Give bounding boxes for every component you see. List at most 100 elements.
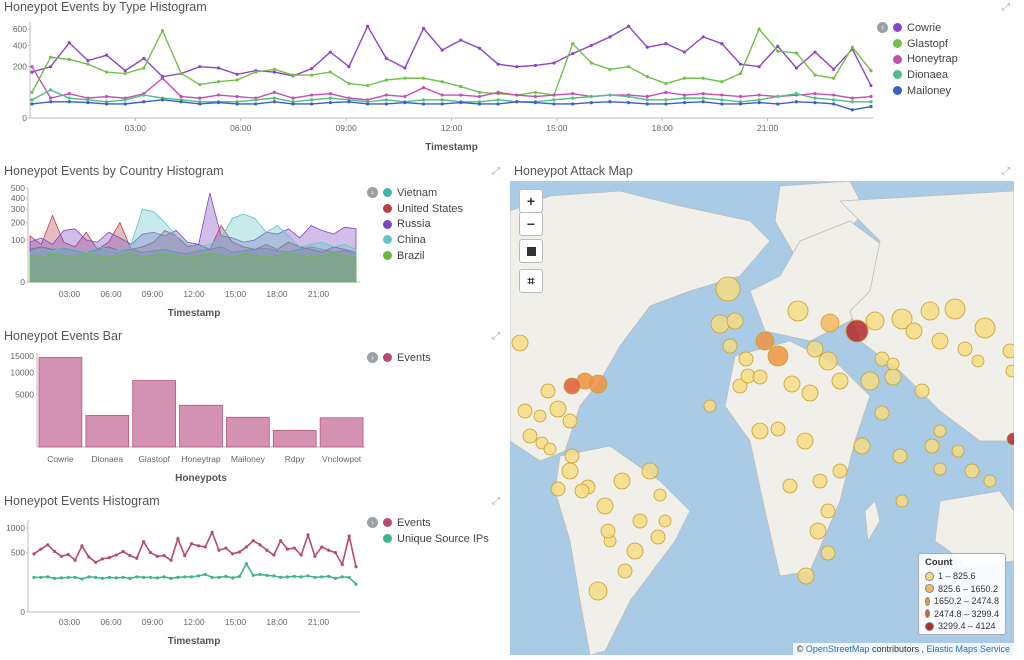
attack-bubble[interactable]: [951, 444, 965, 458]
attack-bubble[interactable]: [964, 463, 980, 479]
attack-bubble[interactable]: [920, 301, 940, 321]
attack-bubble[interactable]: [543, 442, 557, 456]
attack-bubble[interactable]: [874, 351, 890, 367]
attack-bubble[interactable]: [944, 298, 966, 320]
attack-bubble[interactable]: [726, 312, 744, 330]
expand-icon[interactable]: ⤢: [1002, 166, 1010, 177]
attack-bubble[interactable]: [831, 372, 849, 390]
attack-bubble[interactable]: [874, 405, 890, 421]
attack-bubble[interactable]: [806, 340, 824, 358]
crop-button[interactable]: ⌗: [519, 269, 543, 293]
ems-link[interactable]: Elastic Maps Service: [926, 644, 1010, 654]
attack-bubble[interactable]: [715, 276, 741, 302]
world-map[interactable]: [510, 181, 1014, 655]
attack-bubble[interactable]: [751, 422, 769, 440]
attack-bubble[interactable]: [1005, 364, 1014, 378]
attack-bubble[interactable]: [650, 529, 666, 545]
attack-bubble[interactable]: [924, 438, 940, 454]
attack-bubble[interactable]: [653, 488, 667, 502]
legend-label-dionaea[interactable]: Dionaea: [907, 68, 948, 81]
attack-bubble[interactable]: [797, 567, 815, 585]
legend-label-unique-ips[interactable]: Unique Source IPs: [397, 532, 489, 545]
attack-bubble[interactable]: [564, 448, 580, 464]
attack-bubble[interactable]: [782, 478, 798, 494]
zoom-out-button[interactable]: −: [519, 212, 543, 236]
attack-bubble[interactable]: [770, 421, 786, 437]
attack-bubble[interactable]: [933, 424, 947, 438]
attack-bubble[interactable]: [600, 523, 616, 539]
expand-icon[interactable]: ⤢: [492, 166, 500, 177]
legend-label-cowrie[interactable]: Cowrie: [907, 21, 942, 34]
attack-bubble[interactable]: [931, 332, 949, 350]
attack-bubble[interactable]: [517, 403, 533, 419]
expand-icon[interactable]: ⤢: [1002, 2, 1010, 13]
attack-bubble[interactable]: [820, 313, 840, 333]
attack-bubble[interactable]: [752, 369, 768, 385]
attack-bubble[interactable]: [853, 437, 871, 455]
attack-bubble[interactable]: [895, 494, 909, 508]
attack-bubble[interactable]: [561, 462, 579, 480]
attack-bubble[interactable]: [860, 371, 880, 391]
attack-bubble[interactable]: [865, 311, 885, 331]
attack-bubble[interactable]: [801, 384, 819, 402]
attack-bubble[interactable]: [703, 399, 717, 413]
attack-bubble[interactable]: [550, 481, 566, 497]
attack-bubble[interactable]: [820, 545, 836, 561]
attack-bubble[interactable]: [787, 300, 809, 322]
legend-toggle-icon[interactable]: ›: [367, 187, 378, 199]
attack-bubble[interactable]: [563, 377, 581, 395]
attack-bubble[interactable]: [1006, 432, 1014, 446]
legend-toggle-icon[interactable]: ›: [367, 517, 378, 529]
legend-label-brazil[interactable]: Brazil: [397, 249, 425, 262]
attack-bubble[interactable]: [522, 428, 538, 444]
attack-bubble[interactable]: [617, 563, 633, 579]
attack-bubble[interactable]: [957, 341, 973, 357]
attack-bubble[interactable]: [738, 351, 754, 367]
attack-bubble[interactable]: [641, 462, 659, 480]
attack-bubble[interactable]: [710, 314, 730, 334]
attack-bubble[interactable]: [783, 375, 801, 393]
attack-bubble[interactable]: [905, 322, 923, 340]
expand-icon[interactable]: ⤢: [492, 496, 500, 507]
attack-bubble[interactable]: [818, 351, 838, 371]
legend-label-glastopf[interactable]: Glastopf: [907, 37, 948, 50]
legend-label-events[interactable]: Events: [397, 351, 431, 364]
zoom-in-button[interactable]: +: [519, 189, 543, 213]
attack-bubble[interactable]: [658, 514, 672, 528]
attack-bubble[interactable]: [722, 338, 738, 354]
expand-icon[interactable]: ⤢: [492, 331, 500, 342]
attack-bubble[interactable]: [914, 383, 930, 399]
attack-bubble[interactable]: [832, 463, 848, 479]
attack-bubble[interactable]: [732, 378, 748, 394]
attack-bubble[interactable]: [891, 308, 913, 330]
attack-bubble[interactable]: [596, 497, 614, 515]
attack-bubble[interactable]: [632, 513, 648, 529]
attack-bubble[interactable]: [974, 317, 996, 339]
legend-label-china[interactable]: China: [397, 233, 426, 246]
attack-bubble[interactable]: [796, 432, 814, 450]
attack-bubble[interactable]: [588, 581, 608, 601]
legend-label-mailoney[interactable]: Mailoney: [907, 84, 952, 97]
legend-label-russia[interactable]: Russia: [397, 218, 431, 231]
draw-rectangle-button[interactable]: [519, 239, 543, 263]
attack-bubble[interactable]: [933, 462, 947, 476]
attack-bubble[interactable]: [562, 413, 578, 429]
attack-map[interactable]: + − ⌗ Count 1 – 825.6 825.6 – 1650.2 165…: [510, 181, 1014, 655]
attack-bubble[interactable]: [884, 368, 902, 386]
attack-bubble[interactable]: [767, 345, 789, 367]
attack-bubble[interactable]: [574, 483, 590, 499]
attack-bubble[interactable]: [1002, 343, 1014, 359]
legend-label-honeytrap[interactable]: Honeytrap: [907, 53, 958, 66]
attack-bubble[interactable]: [549, 400, 567, 418]
legend-label-vietnam[interactable]: Vietnam: [397, 186, 438, 199]
legend-toggle-icon[interactable]: ›: [877, 22, 888, 34]
attack-bubble[interactable]: [971, 354, 985, 368]
attack-bubble[interactable]: [626, 542, 644, 560]
attack-bubble[interactable]: [588, 374, 608, 394]
attack-bubble[interactable]: [755, 331, 775, 351]
attack-bubble[interactable]: [845, 319, 869, 343]
osm-link[interactable]: OpenStreetMap: [805, 644, 870, 654]
attack-bubble[interactable]: [613, 472, 631, 490]
attack-bubble[interactable]: [511, 334, 529, 352]
attack-bubble[interactable]: [892, 448, 908, 464]
